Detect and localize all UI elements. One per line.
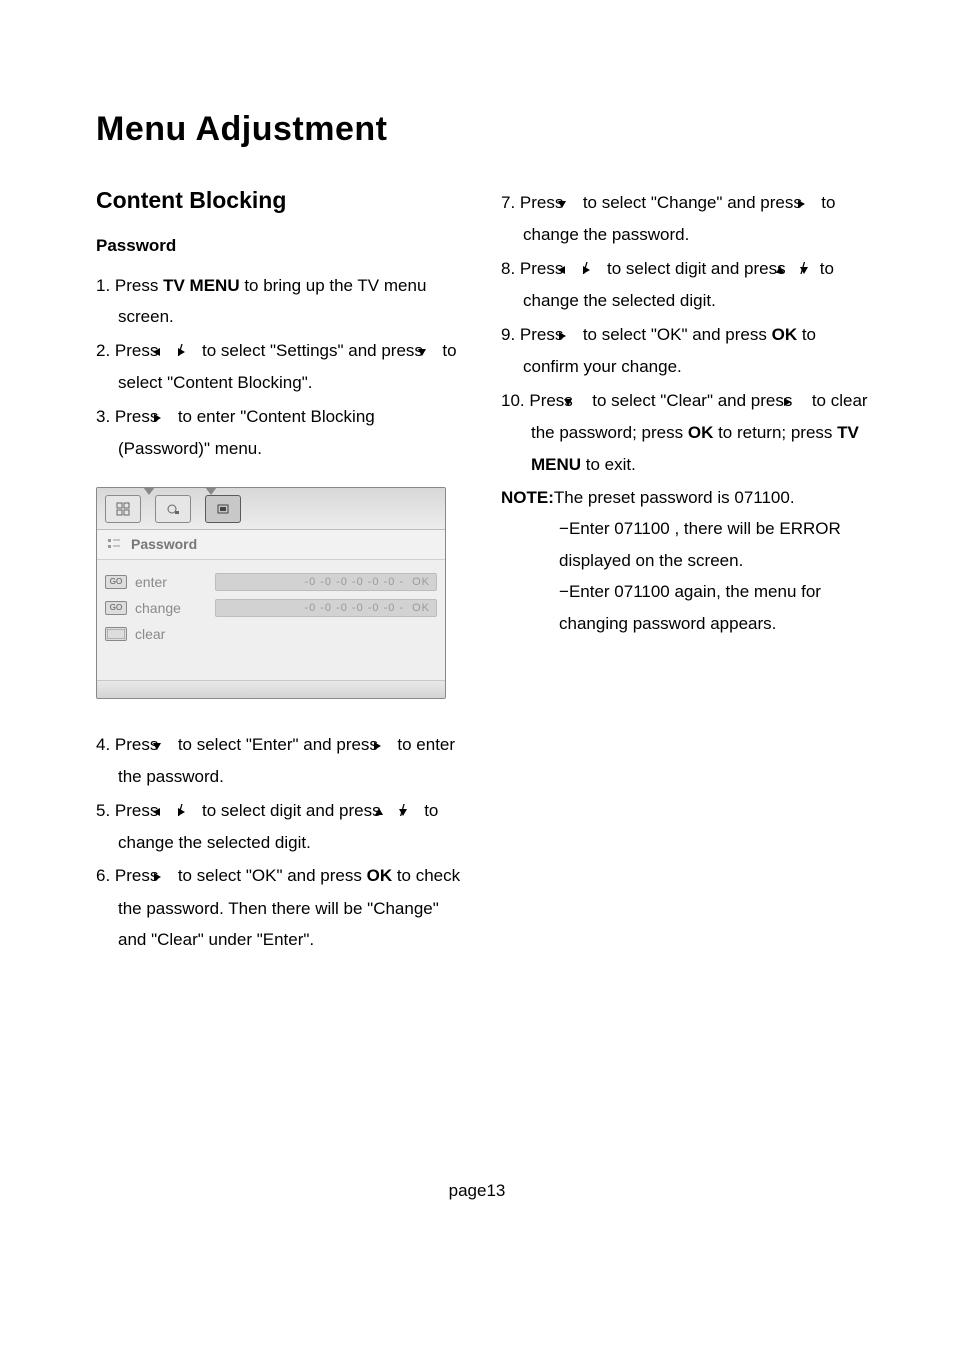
- osd-field-digits: -0 -0 -0 -0 -0 -0 -: [304, 576, 404, 588]
- note-block: NOTE:The preset password is 071100.: [501, 482, 874, 513]
- osd-row-change: GO change -0 -0 -0 -0 -0 -0 - OK: [105, 596, 437, 620]
- note-line-3-text: Enter 071100 again, the menu for changin…: [559, 582, 821, 632]
- subsection-heading: Password: [96, 236, 469, 256]
- osd-tab-2: [155, 495, 191, 523]
- ok-label: OK: [688, 423, 714, 442]
- osd-key-icon: [105, 627, 127, 641]
- left-arrow-icon: [163, 796, 173, 827]
- page-number: page13: [0, 1181, 954, 1201]
- note-line-3: −Enter 071100 again, the menu for changi…: [501, 576, 874, 639]
- step-9-text-b: to select "OK" and press: [578, 325, 772, 344]
- step-7-text-b: to select "Change" and press: [578, 193, 806, 212]
- osd-tab-bar: [97, 488, 445, 530]
- right-arrow-icon: [163, 402, 173, 433]
- left-arrow-icon: [568, 254, 578, 285]
- step-10-text-e: to exit.: [581, 455, 636, 474]
- tab-pointer-icon: [205, 487, 217, 495]
- right-arrow-icon: [592, 254, 602, 285]
- page-title: Menu Adjustment: [96, 110, 874, 149]
- note-line-2: −Enter 071100 , there will be ERROR disp…: [501, 513, 874, 576]
- step-4: 4. Press to select "Enter" and press to …: [96, 729, 469, 793]
- step-10-text-b: to select "Clear" and press: [588, 391, 798, 410]
- osd-row-label: clear: [135, 626, 207, 642]
- osd-field-ok: OK: [412, 602, 430, 614]
- osd-sub-label: Password: [131, 536, 197, 552]
- step-5-text-c: to select digit and press: [197, 801, 385, 820]
- dash-icon: −: [559, 582, 569, 601]
- down-arrow-icon: [810, 254, 820, 285]
- dish-icon: [166, 502, 180, 516]
- step-8: 8. Press / to select digit and press / t…: [501, 253, 874, 317]
- step-5: 5. Press / to select digit and press / t…: [96, 795, 469, 859]
- up-arrow-icon: [786, 254, 796, 285]
- section-heading: Content Blocking: [96, 187, 469, 214]
- osd-tab-3-active: [205, 495, 241, 523]
- dash-icon: −: [559, 519, 569, 538]
- grid-icon: [116, 502, 130, 516]
- step-3: 3. Press to enter "Content Blocking (Pas…: [96, 401, 469, 465]
- note-label: NOTE:: [501, 488, 554, 507]
- right-arrow-icon: [568, 320, 578, 351]
- keyboard-icon: [107, 629, 125, 639]
- right-arrow-icon: [187, 796, 197, 827]
- step-8-text-c: to select digit and press: [602, 259, 785, 278]
- osd-row-label: change: [135, 600, 207, 616]
- step-6-text-b: to select "OK" and press: [173, 866, 367, 885]
- up-arrow-icon: [385, 796, 395, 827]
- step-7: 7. Press to select "Change" and press to…: [501, 187, 874, 251]
- page: Menu Adjustment Content Blocking Passwor…: [0, 0, 954, 958]
- step-10: 10. Press to select "Clear" and press to…: [501, 385, 874, 480]
- step-6: 6. Press to select "OK" and press OK to …: [96, 860, 469, 955]
- osd-field-ok: OK: [412, 576, 430, 588]
- down-arrow-icon: [163, 730, 173, 761]
- osd-key-icon: GO: [105, 575, 127, 589]
- left-arrow-icon: [163, 336, 173, 367]
- down-arrow-icon: [409, 796, 419, 827]
- note-line-1: The preset password is 071100.: [554, 488, 795, 507]
- osd-field-digits: -0 -0 -0 -0 -0 -0 -: [304, 602, 404, 614]
- right-arrow-icon: [807, 188, 817, 219]
- osd-row-enter: GO enter -0 -0 -0 -0 -0 -0 - OK: [105, 570, 437, 594]
- step-9: 9. Press to select "OK" and press OK to …: [501, 319, 874, 383]
- ok-label: OK: [367, 866, 393, 885]
- step-2-text-c: to select "Settings" and press: [197, 341, 427, 360]
- osd-footer: [97, 680, 445, 698]
- osd-rows: GO enter -0 -0 -0 -0 -0 -0 - OK GO chang…: [97, 560, 445, 680]
- down-arrow-icon: [568, 188, 578, 219]
- tab-pointer-icon: [143, 487, 155, 495]
- osd-row-label: enter: [135, 574, 207, 590]
- osd-key-icon: GO: [105, 601, 127, 615]
- step-10-text-d: to return; press: [713, 423, 837, 442]
- down-arrow-icon: [428, 336, 438, 367]
- note-line-2-text: Enter 071100 , there will be ERROR displ…: [559, 519, 841, 569]
- step-1: 1. Press TV MENU to bring up the TV menu…: [96, 270, 469, 333]
- list-icon: [107, 537, 121, 551]
- osd-screenshot: Password GO enter -0 -0 -0 -0 -0 -0 - OK…: [96, 487, 446, 699]
- right-arrow-icon: [163, 861, 173, 892]
- right-arrow-icon: [187, 336, 197, 367]
- osd-row-field: -0 -0 -0 -0 -0 -0 - OK: [215, 599, 437, 617]
- settings-icon: [216, 502, 230, 516]
- two-column-layout: Content Blocking Password 1. Press TV ME…: [96, 187, 874, 958]
- osd-tab-1: [105, 495, 141, 523]
- osd-row-field: -0 -0 -0 -0 -0 -0 - OK: [215, 573, 437, 591]
- right-arrow-icon: [797, 386, 807, 417]
- osd-sub-header: Password: [97, 530, 445, 560]
- right-column: 7. Press to select "Change" and press to…: [501, 187, 874, 958]
- down-arrow-icon: [578, 386, 588, 417]
- left-column: Content Blocking Password 1. Press TV ME…: [96, 187, 469, 958]
- tv-menu-label: TV MENU: [163, 276, 240, 295]
- right-arrow-icon: [383, 730, 393, 761]
- ok-label: OK: [772, 325, 798, 344]
- osd-row-clear: clear: [105, 622, 437, 646]
- step-2: 2. Press / to select "Settings" and pres…: [96, 335, 469, 399]
- step-4-text-b: to select "Enter" and press: [173, 735, 383, 754]
- step-1-text-a: 1. Press: [96, 276, 163, 295]
